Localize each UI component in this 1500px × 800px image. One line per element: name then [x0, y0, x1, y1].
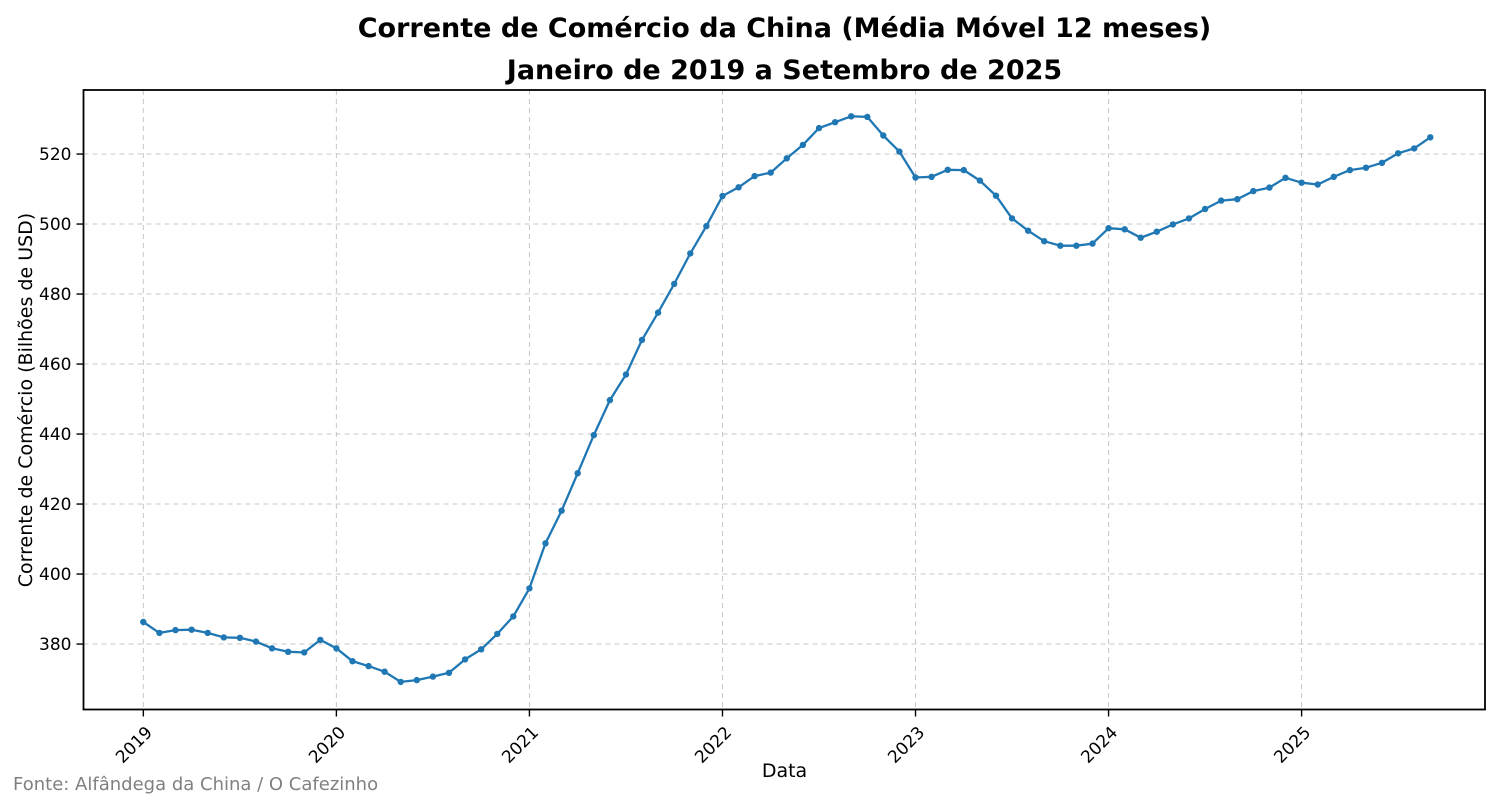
y-tick-label: 400 — [39, 565, 71, 585]
data-point — [172, 626, 179, 634]
data-point — [1024, 227, 1032, 234]
data-point — [1250, 187, 1257, 195]
data-point — [1153, 228, 1161, 235]
data-point — [880, 132, 887, 139]
data-point — [735, 184, 742, 191]
data-point — [1378, 159, 1386, 166]
y-tick-label: 460 — [39, 355, 71, 375]
data-point — [1057, 242, 1064, 249]
data-point — [478, 646, 485, 653]
data-point — [284, 648, 292, 655]
data-point — [1330, 173, 1338, 180]
data-point — [1218, 197, 1225, 204]
y-tick-label: 480 — [39, 285, 71, 305]
data-point — [1234, 196, 1241, 203]
chart-title: Corrente de Comércio da China (Média Móv… — [84, 8, 1485, 92]
data-point — [1169, 221, 1177, 228]
data-point — [1073, 242, 1080, 249]
data-point — [301, 649, 308, 656]
data-point — [1266, 184, 1273, 191]
data-point — [429, 673, 437, 680]
data-point — [1121, 226, 1128, 233]
data-point — [848, 113, 855, 120]
data-point — [317, 636, 324, 644]
data-point — [928, 173, 935, 180]
data-point — [381, 668, 388, 675]
source-note: Fonte: Alfândega da China / O Cafezinho — [13, 774, 379, 795]
data-point — [494, 630, 501, 638]
data-point — [944, 166, 951, 173]
data-point — [365, 662, 372, 670]
chart-title-line2: Janeiro de 2019 a Setembro de 2025 — [506, 54, 1063, 86]
data-point — [896, 148, 903, 155]
data-point — [687, 250, 694, 257]
data-point — [864, 113, 871, 121]
data-point — [606, 396, 614, 404]
data-point — [220, 634, 227, 641]
data-point — [558, 507, 565, 514]
data-point — [1314, 181, 1321, 188]
data-point — [268, 645, 276, 652]
data-point — [1089, 240, 1096, 247]
y-tick-label: 420 — [39, 495, 71, 515]
data-point — [252, 638, 260, 645]
data-point — [960, 166, 967, 174]
data-point — [1137, 234, 1144, 241]
data-point — [461, 656, 469, 663]
data-point — [349, 658, 356, 665]
data-point — [1362, 164, 1370, 171]
data-point — [1411, 145, 1418, 152]
data-point — [992, 192, 1000, 199]
data-point — [751, 172, 758, 180]
data-point — [413, 676, 420, 684]
data-point — [510, 613, 517, 620]
y-tick-label: 500 — [39, 215, 71, 235]
y-tick-label: 520 — [39, 145, 71, 165]
data-point — [976, 177, 984, 184]
data-point — [590, 431, 597, 439]
y-tick-label: 440 — [39, 425, 71, 445]
data-point — [912, 174, 919, 181]
data-point — [1008, 215, 1016, 222]
data-point — [654, 309, 662, 316]
data-point — [1282, 174, 1289, 181]
chart-title-line1: Corrente de Comércio da China (Média Móv… — [357, 13, 1212, 44]
data-point — [445, 669, 453, 676]
data-point — [767, 169, 774, 176]
data-point — [638, 336, 646, 344]
data-point — [815, 124, 823, 132]
data-point — [333, 645, 340, 652]
data-point — [1041, 238, 1048, 245]
data-point — [703, 222, 710, 230]
data-point — [1201, 205, 1209, 213]
data-point — [156, 629, 163, 637]
data-point — [1185, 215, 1193, 222]
data-point — [799, 141, 807, 149]
data-point — [574, 470, 581, 477]
data-point — [1105, 225, 1112, 232]
data-point — [1394, 150, 1402, 157]
data-point — [783, 155, 790, 162]
data-point — [542, 540, 549, 547]
data-point — [236, 634, 244, 641]
data-point — [622, 371, 630, 378]
data-point — [1346, 166, 1354, 174]
data-point — [831, 119, 839, 126]
data-point — [204, 629, 211, 637]
y-tick-label: 380 — [39, 635, 71, 655]
data-point — [526, 585, 533, 592]
data-point — [1298, 179, 1305, 186]
x-axis-title: Data — [761, 760, 808, 782]
data-point — [1427, 134, 1434, 141]
data-point — [140, 618, 147, 626]
plot-border — [82, 89, 1486, 711]
data-point — [719, 192, 726, 200]
data-point — [397, 678, 404, 686]
data-point — [671, 280, 678, 288]
data-point — [188, 626, 195, 633]
